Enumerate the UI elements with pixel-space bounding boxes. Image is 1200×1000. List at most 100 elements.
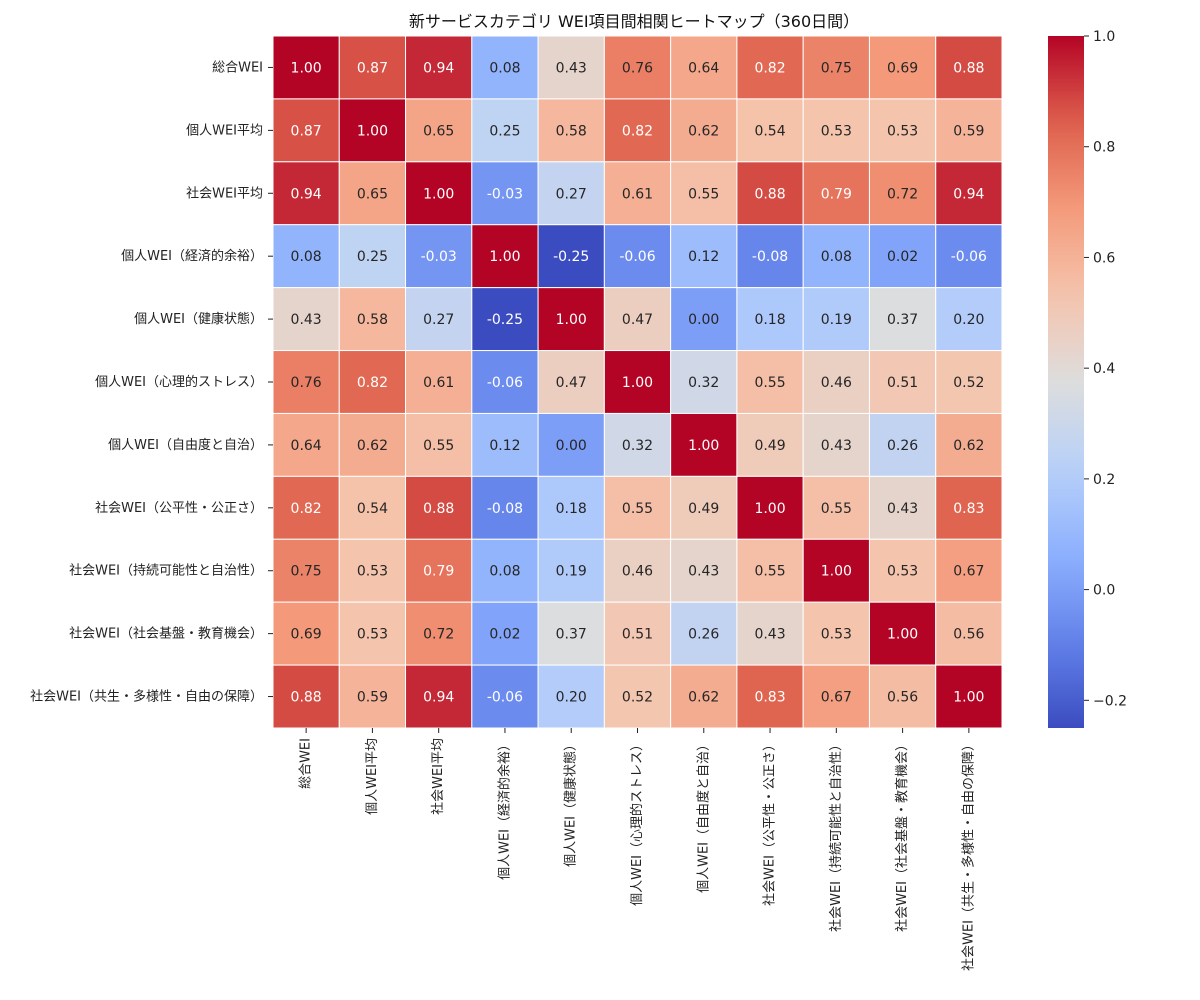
cell-value-label: 0.43 <box>556 60 587 76</box>
cell-value-label: 0.18 <box>754 312 785 328</box>
cell-value-label: 1.00 <box>754 501 785 517</box>
heatmap-cell <box>405 412 473 477</box>
cell-value-label: 0.62 <box>953 438 984 454</box>
heatmap-cell <box>537 664 605 729</box>
cell-value-label: 0.76 <box>291 375 322 391</box>
cell-value-label: -0.06 <box>487 690 523 706</box>
heatmap-cell <box>868 475 937 540</box>
y-tick-label: 総合WEI <box>212 60 263 75</box>
y-tick-label: 個人WEI平均 <box>186 123 263 138</box>
cell-value-label: 1.00 <box>688 438 719 454</box>
cell-value-label: 0.88 <box>291 690 322 706</box>
cell-value-label: 1.00 <box>489 249 520 265</box>
heatmap-cell <box>272 350 340 414</box>
cell-value-label: 0.32 <box>622 438 653 454</box>
cell-value-label: 0.02 <box>489 627 520 643</box>
heatmap-cell <box>603 350 672 414</box>
x-tick-label: 個人WEI平均 <box>365 738 380 815</box>
cell-value-label: 0.55 <box>622 501 653 517</box>
x-tick-label: 社会WEI（持続可能性と自治性） <box>828 738 844 932</box>
colorbar-tick-label: 1.0 <box>1093 29 1115 45</box>
cell-value-label: 0.67 <box>953 564 984 580</box>
colorbar: 1.0 0.8 0.6 0.4 0.2 0.0 −0.2 <box>1048 29 1127 728</box>
cell-value-label: 0.08 <box>291 249 322 265</box>
cell-value-label: 1.00 <box>953 690 984 706</box>
heatmap-cell <box>471 287 539 352</box>
y-tick-label: 個人WEI（健康状態） <box>134 311 263 327</box>
cell-value-label: 0.59 <box>953 123 984 139</box>
x-tick-label: 総合WEI <box>299 738 314 789</box>
cell-value-label: 0.51 <box>887 375 918 391</box>
heatmap-cell <box>935 350 1003 414</box>
cell-value-label: 0.02 <box>887 249 918 265</box>
heatmap-cell <box>736 412 804 477</box>
heatmap-cell <box>935 224 1003 289</box>
cell-value-label: 0.27 <box>423 312 454 328</box>
heatmap-cell <box>868 98 937 163</box>
cell-value-label: 0.43 <box>291 312 322 328</box>
cell-value-label: 0.94 <box>953 186 984 202</box>
heatmap-cell <box>537 224 605 289</box>
cell-value-label: 0.37 <box>556 627 587 643</box>
cell-value-label: 0.76 <box>622 60 653 76</box>
cell-value-label: 1.00 <box>357 123 388 139</box>
cell-value-label: 0.79 <box>821 186 852 202</box>
heatmap-cell <box>405 287 473 352</box>
cell-value-label: 0.72 <box>887 186 918 202</box>
y-tick-label: 社会WEI平均 <box>186 185 263 201</box>
cell-value-label: 0.56 <box>887 690 918 706</box>
heatmap-cell <box>802 664 870 729</box>
cell-value-label: 0.64 <box>688 60 719 76</box>
cell-value-label: -0.06 <box>487 375 523 391</box>
cell-value-label: 0.83 <box>953 501 984 517</box>
heatmap-cell <box>338 35 407 100</box>
chart-title: 新サービスカテゴリ WEI項目間相関ヒートマップ（360日間） <box>409 12 859 31</box>
heatmap-cell <box>935 412 1003 477</box>
cell-value-label: 0.67 <box>821 690 852 706</box>
cell-value-label: 1.00 <box>291 60 322 76</box>
heatmap-cell <box>736 601 804 666</box>
x-tick-label: 個人WEI（健康状態） <box>563 738 579 867</box>
cell-value-label: 0.88 <box>754 186 785 202</box>
cell-value-label: 0.53 <box>887 564 918 580</box>
heatmap-cell <box>935 538 1003 603</box>
heatmap-cell <box>603 35 672 100</box>
cell-value-label: 0.18 <box>556 501 587 517</box>
cell-value-label: 0.54 <box>754 123 785 139</box>
heatmap-cell <box>802 601 870 666</box>
cell-value-label: 0.12 <box>688 249 719 265</box>
cell-value-label: 0.58 <box>357 312 388 328</box>
heatmap-cell <box>338 475 407 540</box>
y-tick-label: 社会WEI（共生・多様性・自由の保障） <box>30 689 263 705</box>
cell-value-label: 0.87 <box>357 60 388 76</box>
cell-value-label: 0.51 <box>622 627 653 643</box>
cell-value-label: 1.00 <box>821 564 852 580</box>
cell-value-label: 0.88 <box>953 60 984 76</box>
heatmap-cell <box>272 475 340 540</box>
cell-value-label: 1.00 <box>887 627 918 643</box>
cell-value-label: 0.88 <box>423 501 454 517</box>
heatmap-cell <box>670 224 738 289</box>
cell-value-label: 0.82 <box>622 123 653 139</box>
cell-value-label: 0.55 <box>821 501 852 517</box>
heatmap-cell <box>603 412 672 477</box>
cell-value-label: 0.75 <box>291 564 322 580</box>
colorbar-tick-label: 0.8 <box>1093 140 1115 156</box>
cell-value-label: -0.03 <box>421 249 457 265</box>
y-tick-label: 個人WEI（自由度と自治） <box>108 437 263 453</box>
heatmap-cell <box>670 538 738 603</box>
heatmap-cell <box>935 601 1003 666</box>
heatmap-cell <box>537 161 605 226</box>
cell-value-label: 0.00 <box>556 438 587 454</box>
cell-value-label: 0.82 <box>291 501 322 517</box>
cell-value-label: 0.20 <box>953 312 984 328</box>
heatmap-cell <box>736 664 804 729</box>
cell-value-label: 0.62 <box>357 438 388 454</box>
cell-value-label: 0.46 <box>821 375 852 391</box>
cell-value-label: 0.00 <box>688 312 719 328</box>
cell-value-label: 0.43 <box>887 501 918 517</box>
x-tick-label: 個人WEI（自由度と自治） <box>695 738 711 893</box>
y-tick-label: 社会WEI（社会基盤・教育機会） <box>69 626 263 642</box>
cell-value-label: 0.27 <box>556 186 587 202</box>
